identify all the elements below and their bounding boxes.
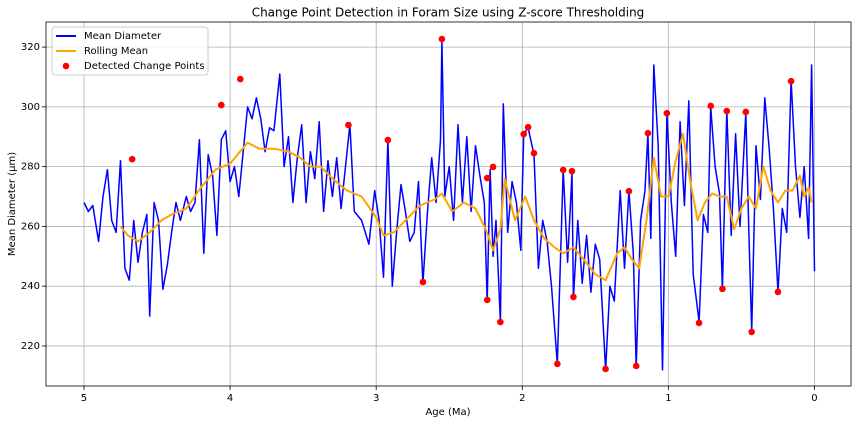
change-point [625, 187, 633, 195]
x-tick-label: 3 [373, 393, 379, 404]
change-point [483, 296, 491, 304]
change-point [345, 121, 352, 129]
x-tick-label: 2 [519, 393, 525, 404]
change-point [419, 278, 427, 286]
plot-frame [45, 21, 852, 387]
x-tick-label: 0 [811, 393, 817, 404]
change-point [438, 35, 446, 43]
y-tick-label: 260 [21, 221, 40, 232]
x-tick-label: 4 [227, 393, 233, 404]
change-point [644, 129, 652, 137]
change-point [218, 101, 225, 109]
change-point [695, 319, 703, 327]
change-point [568, 167, 576, 175]
change-point [489, 163, 497, 171]
legend-label: Detected Change Points [84, 61, 205, 72]
change-point [237, 75, 244, 83]
x-axis-label: Age (Ma) [425, 407, 470, 418]
change-point [774, 288, 782, 296]
change-point [742, 108, 750, 116]
plot-area [83, 35, 816, 373]
x-tick-label: 1 [665, 393, 671, 404]
change-point [524, 123, 532, 131]
change-point [632, 362, 640, 370]
series-line [119, 132, 813, 282]
change-point [554, 360, 561, 368]
change-point [719, 285, 726, 293]
change-point [663, 109, 671, 117]
change-point [748, 328, 755, 336]
y-tick-label: 240 [21, 281, 40, 292]
legend-label: Mean Diameter [84, 31, 162, 42]
y-tick-label: 300 [21, 102, 40, 113]
change-point [707, 102, 715, 110]
change-point [128, 155, 136, 163]
legend: Mean Diameter Rolling Mean Detected Change… [51, 26, 209, 76]
series-line [83, 40, 816, 371]
y-tick-label: 320 [21, 42, 40, 53]
y-axis-label: Mean Diameter (μm) [7, 152, 18, 256]
change-point [787, 77, 795, 85]
y-tick-label: 220 [21, 341, 40, 352]
change-point [559, 166, 567, 174]
legend-marker [62, 62, 70, 70]
x-tick-label: 5 [81, 393, 87, 404]
change-point [570, 293, 577, 301]
change-point [497, 318, 504, 326]
change-point [530, 149, 538, 157]
change-point [483, 174, 491, 182]
change-point [384, 136, 392, 144]
legend-box [51, 26, 209, 76]
change-point [723, 107, 731, 115]
legend-label: Rolling Mean [84, 46, 148, 57]
y-tick-label: 280 [21, 162, 40, 173]
chart-title: Change Point Detection in Foram Size usi… [252, 6, 645, 20]
change-point [520, 130, 528, 138]
change-point [602, 365, 609, 373]
